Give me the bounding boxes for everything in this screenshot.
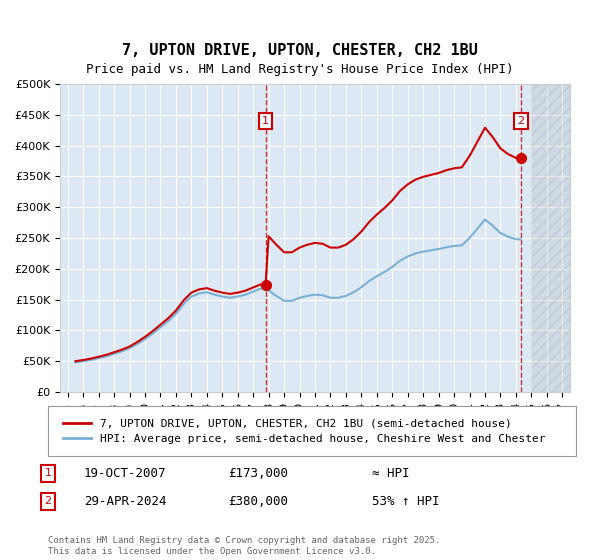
FancyBboxPatch shape [48,406,576,456]
Text: Contains HM Land Registry data © Crown copyright and database right 2025.
This d: Contains HM Land Registry data © Crown c… [48,536,440,556]
Text: ≈ HPI: ≈ HPI [372,466,409,480]
Text: 2: 2 [44,496,52,506]
Legend: 7, UPTON DRIVE, UPTON, CHESTER, CH2 1BU (semi-detached house), HPI: Average pric: 7, UPTON DRIVE, UPTON, CHESTER, CH2 1BU … [59,414,550,449]
Text: 7, UPTON DRIVE, UPTON, CHESTER, CH2 1BU: 7, UPTON DRIVE, UPTON, CHESTER, CH2 1BU [122,43,478,58]
Text: £173,000: £173,000 [228,466,288,480]
Text: 1: 1 [44,468,52,478]
Text: £380,000: £380,000 [228,494,288,508]
Text: 19-OCT-2007: 19-OCT-2007 [84,466,167,480]
Text: 1: 1 [262,116,269,126]
Text: 53% ↑ HPI: 53% ↑ HPI [372,494,439,508]
Text: Price paid vs. HM Land Registry's House Price Index (HPI): Price paid vs. HM Land Registry's House … [86,63,514,77]
Text: 29-APR-2024: 29-APR-2024 [84,494,167,508]
Text: 2: 2 [517,116,524,126]
Bar [532,84,570,392]
